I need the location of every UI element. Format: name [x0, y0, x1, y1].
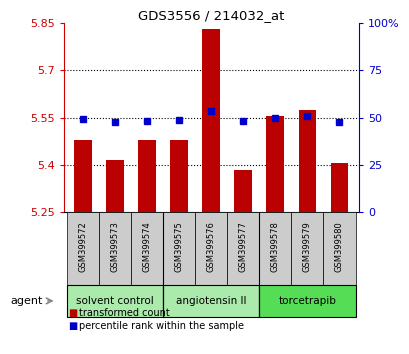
Text: GSM399580: GSM399580: [334, 221, 343, 272]
Text: transformed count: transformed count: [79, 308, 169, 318]
Text: torcetrapib: torcetrapib: [278, 296, 335, 306]
Bar: [330, 164, 348, 212]
Text: percentile rank within the sample: percentile rank within the sample: [79, 321, 243, 331]
Bar: [202, 29, 220, 212]
Text: ■: ■: [67, 321, 77, 331]
Bar: [106, 160, 124, 212]
Text: GSM399576: GSM399576: [206, 221, 215, 272]
Text: agent: agent: [10, 296, 43, 306]
Text: GSM399574: GSM399574: [142, 221, 151, 272]
Bar: [234, 170, 252, 212]
Text: GSM399577: GSM399577: [238, 221, 247, 272]
Bar: [170, 140, 187, 212]
Bar: [266, 116, 283, 212]
Text: ■: ■: [67, 308, 77, 318]
Bar: [298, 110, 315, 212]
Text: angiotensin II: angiotensin II: [175, 296, 246, 306]
Text: GSM399572: GSM399572: [78, 221, 87, 272]
Bar: [74, 140, 91, 212]
Text: GSM399579: GSM399579: [302, 221, 311, 272]
Text: GSM399575: GSM399575: [174, 221, 183, 272]
Text: GSM399573: GSM399573: [110, 221, 119, 272]
Text: solvent control: solvent control: [76, 296, 153, 306]
Text: GSM399578: GSM399578: [270, 221, 279, 272]
Title: GDS3556 / 214032_at: GDS3556 / 214032_at: [137, 9, 284, 22]
Bar: [138, 140, 155, 212]
